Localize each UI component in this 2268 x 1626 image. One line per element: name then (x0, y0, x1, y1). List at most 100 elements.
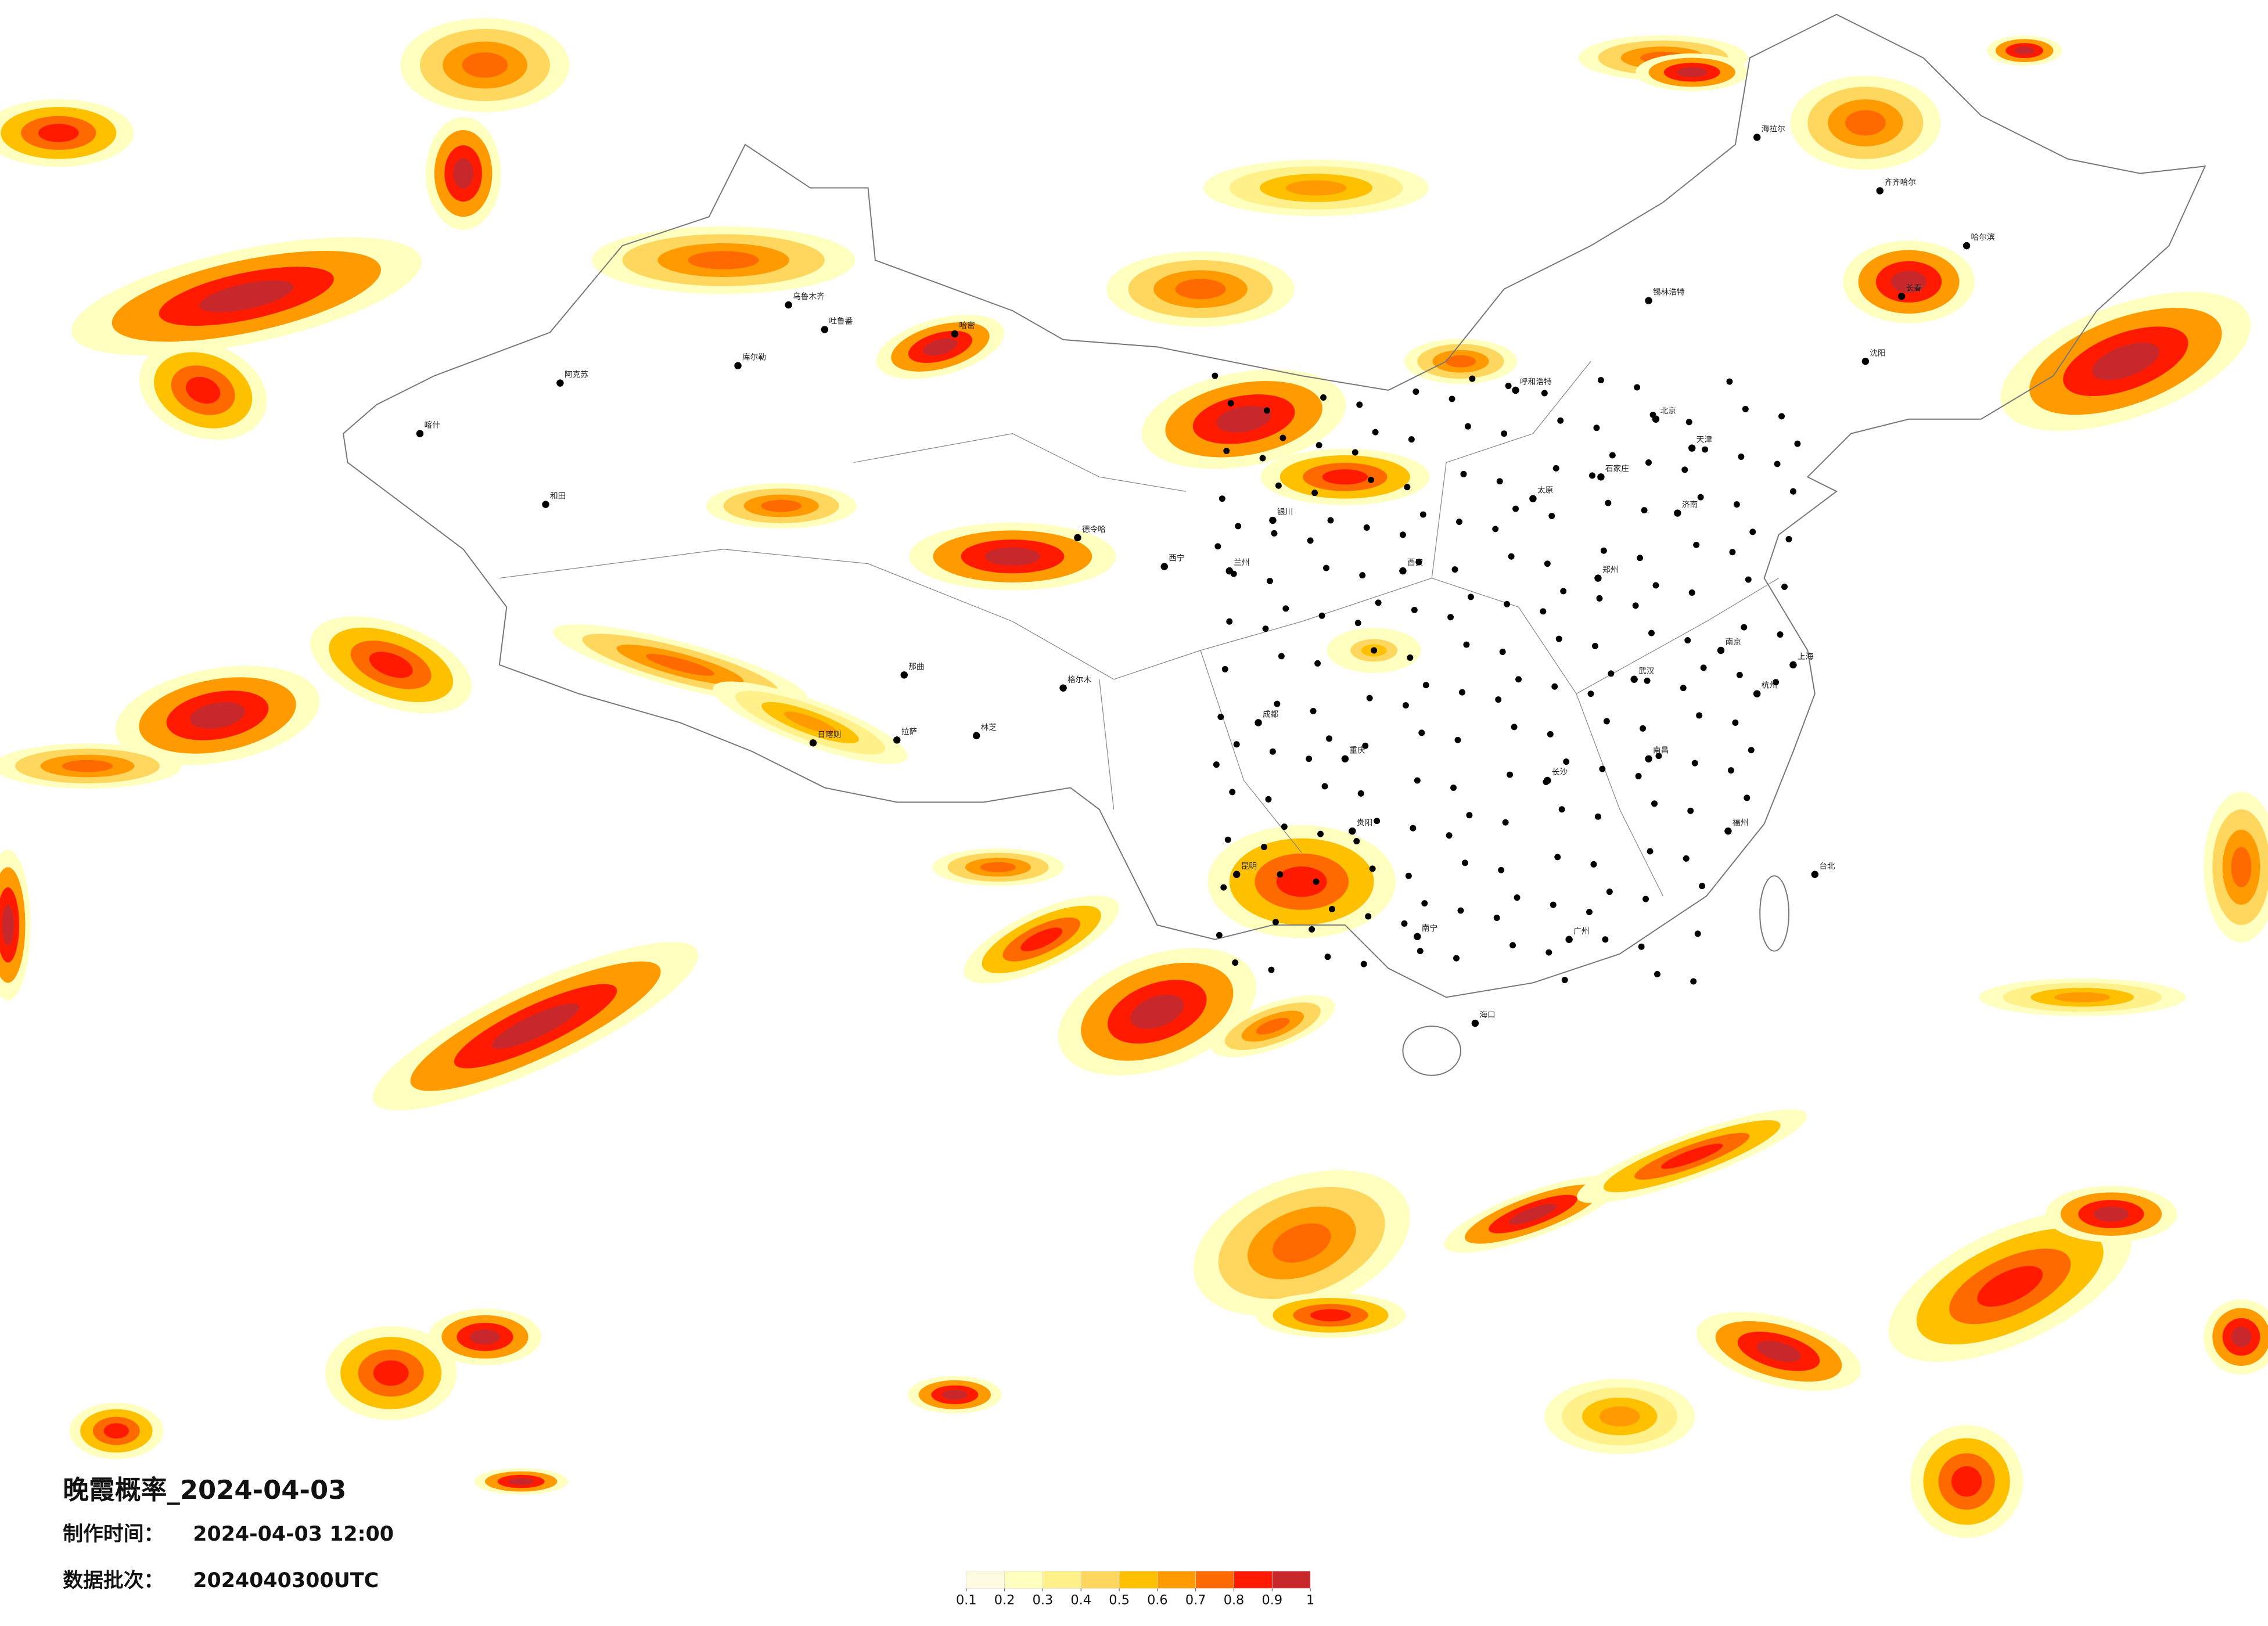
city-dot (1307, 537, 1314, 544)
city-label: 吐鲁番 (829, 317, 853, 326)
city-dot (1694, 930, 1701, 937)
city-dot (1412, 388, 1419, 395)
city-dot (1512, 505, 1519, 512)
heat-blob (369, 652, 413, 678)
heat-blob (1310, 1309, 1351, 1322)
legend-tick-label: 0.3 (1033, 1593, 1054, 1608)
city-dot (1324, 954, 1331, 961)
city-dot (1329, 906, 1335, 912)
city-dot (893, 736, 901, 744)
city-dot (1496, 478, 1503, 485)
city-dot (1457, 907, 1464, 914)
city-dot (1313, 878, 1320, 885)
city-dot (1414, 933, 1421, 941)
heat-blob (783, 711, 837, 734)
city-dot (1736, 671, 1743, 678)
city-label: 齐齐哈尔 (1884, 178, 1916, 188)
city-dot (1557, 417, 1564, 424)
heat-blob (1276, 866, 1327, 897)
city-dot (1691, 760, 1698, 767)
city-dot (1693, 541, 1700, 548)
city-dot (1649, 411, 1656, 418)
city-dot (1341, 755, 1349, 762)
city-dot (1415, 559, 1422, 566)
taiwan (1759, 875, 1789, 952)
city-dot (1644, 677, 1651, 684)
city-label: 天津 (1696, 436, 1713, 445)
city-dot (1359, 572, 1366, 579)
heat-blob (2054, 992, 2111, 1003)
city-dot (1550, 901, 1557, 908)
heat-blob (103, 1423, 130, 1439)
city-label: 林芝 (981, 723, 997, 732)
city-dot (972, 732, 980, 740)
city-dot (1509, 942, 1516, 949)
heat-blob (980, 862, 1016, 873)
city-dot (1508, 553, 1515, 560)
city-dot (1645, 459, 1652, 466)
city-dot (1753, 690, 1761, 697)
city-dot (1233, 741, 1240, 748)
city-dot (1744, 794, 1751, 801)
city-label: 贵阳 (1357, 818, 1372, 828)
city-dot (1688, 589, 1695, 596)
city-dot (1352, 449, 1358, 456)
legend-tick-label: 1 (1306, 1593, 1314, 1608)
city-dot (1789, 661, 1797, 669)
city-dot (1232, 870, 1241, 878)
city-dot (1410, 825, 1417, 832)
title: 晚霞概率_2024-04-03 (63, 1474, 346, 1505)
city-dot (1259, 455, 1266, 462)
city-dot (1641, 507, 1648, 514)
city-label: 拉萨 (901, 727, 917, 736)
city-dot (1278, 653, 1285, 660)
city-label: 哈尔滨 (1971, 233, 1995, 242)
city-dot (1729, 549, 1736, 556)
city-dot (1456, 519, 1462, 525)
city-dot (1271, 530, 1278, 537)
city-dot (1700, 664, 1707, 671)
city-dot (1459, 689, 1465, 696)
city-dot (1540, 608, 1547, 615)
city-dot (1502, 819, 1509, 826)
city-label: 上海 (1798, 652, 1814, 661)
city-dot (1404, 484, 1411, 491)
heat-layer (0, 18, 2268, 1538)
city-dot (1323, 564, 1329, 571)
city-label: 兰州 (1234, 558, 1249, 567)
city-dot (1262, 625, 1269, 632)
city-dot (1606, 888, 1613, 895)
city-dot (1421, 900, 1428, 907)
city-dot (1464, 423, 1471, 430)
city-dot (1224, 836, 1231, 843)
city-label: 沈阳 (1870, 348, 1885, 358)
city-dot (1314, 660, 1321, 667)
city-dot (1399, 531, 1406, 538)
city-dot (1275, 482, 1282, 489)
city-dot (1321, 783, 1328, 790)
city-dot (1635, 773, 1642, 780)
city-dot (1354, 620, 1361, 627)
city-dot (1702, 446, 1709, 453)
city-dot (1407, 654, 1414, 661)
city-dot (1732, 719, 1739, 726)
city-dot (1498, 866, 1505, 873)
legend-box (1080, 1571, 1120, 1589)
city-dot (1777, 631, 1784, 638)
city-dot (1261, 844, 1267, 850)
city-dot (1467, 593, 1474, 600)
city-dot (1545, 949, 1552, 956)
legend-box (1004, 1571, 1043, 1589)
legend-box (966, 1571, 1005, 1589)
city-dot (1326, 735, 1332, 742)
city-dot (542, 501, 549, 508)
legend-tick-label: 0.1 (956, 1593, 977, 1608)
city-dot (951, 330, 959, 338)
city-dot (1511, 724, 1518, 731)
legend-tick-label: 0.9 (1262, 1593, 1283, 1608)
city-dot (1696, 712, 1703, 719)
city-dot (1372, 429, 1379, 436)
city-dot (1366, 695, 1373, 702)
city-dot (1642, 895, 1649, 902)
